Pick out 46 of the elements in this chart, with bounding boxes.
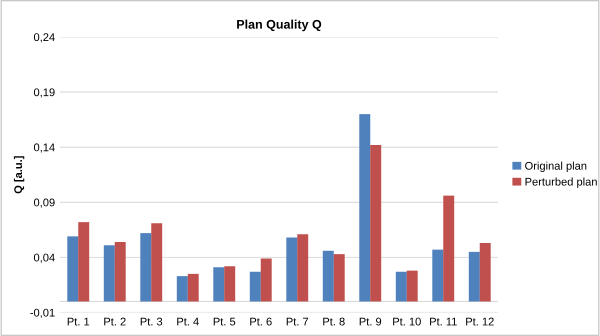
legend-label: Original plan [525,162,586,172]
bar [334,254,345,302]
x-tick-label: Pt. 9 [360,318,382,326]
x-tick-label: Pt. 4 [177,318,199,326]
y-tick-label: 0,24 [34,33,55,42]
y-tick-label: 0,14 [34,143,55,153]
x-tick-label: Pt. 6 [250,318,272,326]
bar [432,250,444,302]
bar [322,250,334,302]
bar [78,222,90,302]
y-axis-title: Q [a.u.] [14,156,24,194]
bar [406,270,418,302]
bar [114,242,126,302]
legend-label: Perturbed plan [526,178,597,188]
bar [188,274,199,302]
y-tick-label: -0,01 [30,308,55,318]
bar [67,236,78,302]
x-tick-label: Pt. 1 [68,318,90,326]
bar [250,272,261,302]
bar [224,266,236,302]
bar [297,234,308,302]
bar [151,223,162,302]
x-tick-label: Pt. 11 [430,318,457,326]
x-tick-label: Pt. 7 [286,318,308,326]
bar [286,238,298,302]
bar [480,243,491,302]
chart-title: Plan Quality Q [237,20,322,32]
bar [104,245,115,302]
y-tick-label: 0,09 [34,198,55,208]
bar [370,144,382,302]
y-tick-label: 0,19 [34,88,55,98]
bar [359,114,370,302]
x-tick-label: Pt. 12 [466,318,494,326]
bar [260,258,272,302]
bar [468,252,480,302]
x-tick-label: Pt. 10 [393,318,421,326]
x-tick-label: Pt. 8 [323,318,345,326]
x-tick-label: Pt. 2 [104,318,126,326]
bar [213,267,224,302]
bar [443,196,454,302]
y-tick-label: 0,04 [34,254,55,263]
x-tick-label: Pt. 5 [214,318,236,326]
x-tick-label: Pt. 3 [140,318,162,326]
bar [176,276,188,302]
bar [140,233,152,302]
bar [396,272,407,302]
